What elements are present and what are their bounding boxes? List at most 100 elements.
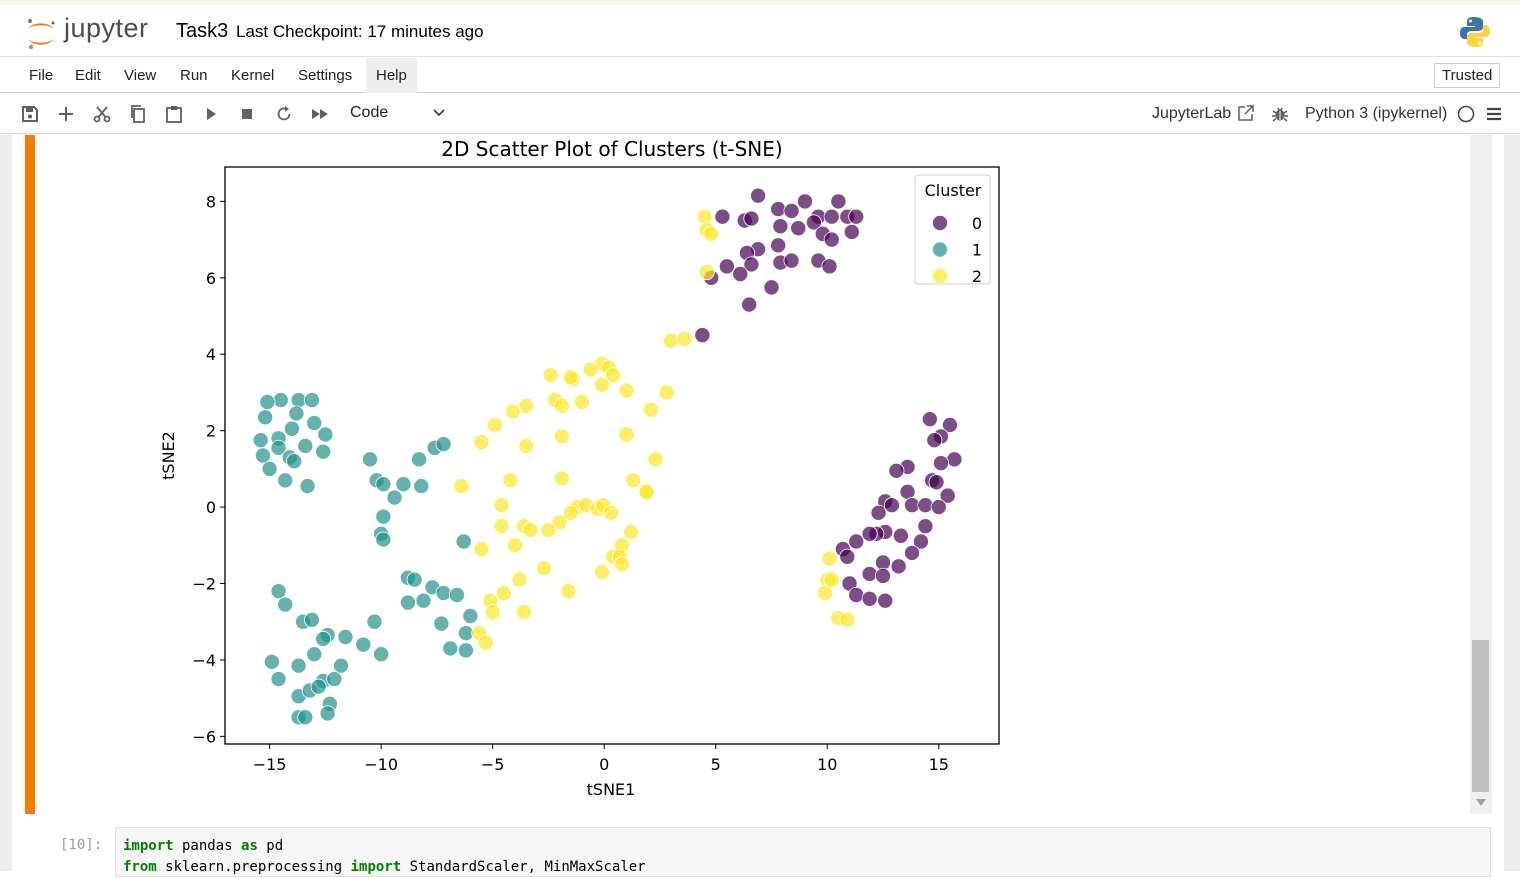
fast-forward-icon[interactable]	[310, 104, 330, 124]
scatter-point-cluster-0	[861, 565, 878, 582]
scatter-point-cluster-0	[883, 497, 900, 514]
jupyter-logo-text: jupyter	[64, 13, 149, 43]
kernel-status-idle-icon	[1457, 105, 1475, 123]
x-tick-label: 0	[599, 755, 609, 774]
scatter-point-cluster-2	[622, 523, 639, 540]
debugger-bug-icon[interactable]	[1270, 104, 1290, 124]
scatter-point-cluster-2	[473, 541, 490, 558]
scatter-point-cluster-1	[283, 420, 300, 437]
external-link-icon[interactable]	[1236, 103, 1256, 123]
code-text: sklearn.preprocessing	[156, 859, 351, 875]
jupyter-logo-icon[interactable]	[24, 13, 164, 53]
x-axis-label: tSNE1	[587, 780, 636, 799]
scrollbar-thumb[interactable]	[1472, 640, 1489, 792]
kernel-name[interactable]: Python 3 (ipykernel)	[1305, 105, 1448, 122]
scatter-point-cluster-1	[297, 709, 314, 726]
scatter-point-cluster-0	[939, 487, 956, 504]
scatter-point-cluster-0	[870, 504, 887, 521]
scatter-point-cluster-0	[877, 592, 894, 609]
scatter-point-cluster-2	[511, 571, 528, 588]
scatter-point-cluster-2	[495, 585, 512, 602]
menu-settings[interactable]: Settings	[298, 67, 353, 84]
scroll-down-arrow-icon[interactable]	[1476, 799, 1486, 807]
code-cell-input[interactable]	[115, 827, 1491, 877]
notebook-title[interactable]: Task3	[176, 20, 229, 42]
menu-icon[interactable]	[1484, 104, 1504, 124]
legend-label-1: 1	[972, 241, 982, 260]
scatter-point-cluster-0	[741, 296, 758, 313]
scatter-point-cluster-0	[830, 193, 847, 210]
x-tick-label: −5	[481, 755, 505, 774]
scatter-point-cluster-0	[848, 586, 865, 603]
chevron-down-icon[interactable]	[432, 106, 446, 120]
restart-icon[interactable]	[274, 104, 294, 124]
scatter-point-cluster-1	[395, 476, 412, 493]
scatter-point-cluster-1	[277, 596, 294, 613]
code-keyword: from	[123, 859, 157, 875]
scatter-point-cluster-1	[326, 671, 343, 688]
scatter-point-cluster-0	[714, 208, 731, 225]
cut-icon[interactable]	[92, 104, 112, 124]
scatter-point-cluster-2	[593, 564, 610, 581]
plot-frame	[224, 166, 1000, 745]
scatter-point-cluster-2	[504, 403, 521, 420]
save-icon[interactable]	[20, 104, 40, 124]
legend-title: Cluster	[925, 181, 982, 200]
scatter-point-cluster-1	[259, 394, 276, 411]
active-cell-indicator[interactable]	[25, 135, 35, 814]
menu-kernel[interactable]: Kernel	[231, 67, 275, 84]
run-icon[interactable]	[201, 104, 221, 124]
scatter-point-cluster-1	[315, 630, 332, 647]
menu-help[interactable]: Help	[366, 58, 417, 93]
scatter-point-cluster-2	[518, 437, 535, 454]
scatter-point-cluster-2	[602, 504, 619, 521]
scatter-point-cluster-2	[553, 397, 570, 414]
cell-type-select[interactable]: Code	[350, 104, 389, 121]
open-jupyterlab-link[interactable]: JupyterLab	[1152, 105, 1232, 122]
scatter-point-cluster-2	[542, 367, 559, 384]
scatter-point-cluster-1	[435, 436, 452, 453]
scatter-point-cluster-0	[892, 527, 909, 544]
scatter-point-cluster-0	[917, 518, 934, 535]
scatter-point-cluster-0	[732, 265, 749, 282]
scatter-point-cluster-0	[821, 258, 838, 275]
scatter-point-cluster-1	[263, 653, 280, 670]
scatter-point-cluster-0	[770, 201, 787, 218]
menu-edit[interactable]: Edit	[75, 67, 101, 84]
scatter-point-cluster-1	[299, 478, 316, 495]
menu-file[interactable]: File	[29, 67, 54, 84]
scatter-point-cluster-1	[448, 586, 465, 603]
legend-label-2: 2	[972, 267, 982, 286]
trusted-indicator[interactable]: Trusted	[1434, 63, 1501, 88]
scatter-point-cluster-2	[618, 426, 635, 443]
scatter-point-cluster-0	[946, 451, 963, 468]
scatter-point-cluster-1	[252, 432, 269, 449]
scatter-point-cluster-0	[839, 548, 856, 565]
scatter-point-cluster-1	[375, 476, 392, 493]
scatter-point-cluster-1	[290, 392, 307, 409]
scatter-point-cluster-1	[272, 392, 289, 409]
code-text: pd	[257, 838, 284, 854]
code-editor[interactable]: import pandas as pd from sklearn.preproc…	[123, 836, 646, 878]
scatter-point-cluster-1	[303, 611, 320, 628]
copy-icon[interactable]	[128, 104, 148, 124]
cell-prompt: [10]:	[60, 837, 103, 853]
scatter-point-cluster-2	[703, 225, 720, 242]
scatter-point-cluster-1	[361, 451, 378, 468]
paste-icon[interactable]	[164, 104, 184, 124]
scatter-point-cluster-1	[317, 426, 334, 443]
legend-marker-1	[932, 241, 949, 258]
legend-box	[914, 174, 991, 285]
scatter-point-cluster-2	[823, 571, 840, 588]
add-cell-icon[interactable]	[56, 104, 76, 124]
y-tick-label: −4	[192, 651, 216, 670]
scatter-point-cluster-1	[433, 615, 450, 632]
legend-marker-2	[932, 267, 949, 284]
menu-run[interactable]: Run	[180, 67, 208, 84]
menu-view[interactable]: View	[124, 67, 157, 84]
scatter-point-cluster-1	[319, 705, 336, 722]
top-strip	[0, 0, 1520, 5]
scatter-point-cluster-2	[506, 537, 523, 554]
output-cell[interactable]: 2D Scatter Plot of Clusters (t-SNE) −15 −1…	[35, 135, 1470, 814]
stop-icon[interactable]	[237, 104, 257, 124]
